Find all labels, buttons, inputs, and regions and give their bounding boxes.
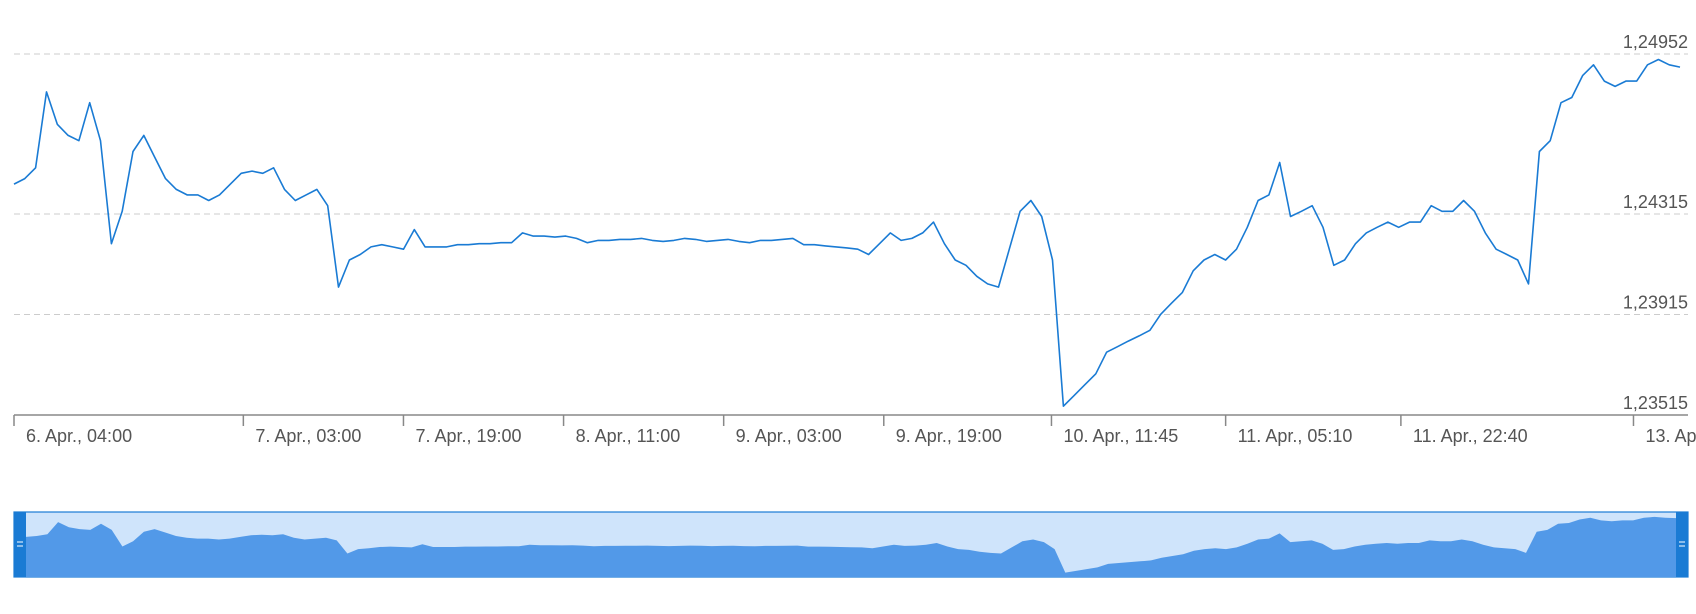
y-tick-label: 1,24952 (1623, 32, 1688, 52)
navigator-area (26, 516, 1676, 577)
x-tick-label: 7. Apr., 19:00 (415, 426, 521, 446)
price-line (13, 58, 1681, 407)
x-tick-label: 8. Apr., 11:00 (576, 426, 681, 446)
navigator-handle-left[interactable] (14, 512, 26, 577)
navigator-handle-right[interactable] (1676, 512, 1688, 577)
y-tick-label: 1,23915 (1623, 293, 1688, 313)
x-tick-label: 11. Apr., 22:40 (1413, 426, 1528, 446)
x-tick-label: 9. Apr., 19:00 (896, 426, 1002, 446)
x-tick-label: 10. Apr., 11:45 (1063, 426, 1178, 446)
x-tick-label: 6. Apr., 04:00 (26, 426, 132, 446)
y-tick-label: 1,23515 (1623, 393, 1688, 413)
x-tick-label: 7. Apr., 03:00 (255, 426, 361, 446)
x-tick-label: 11. Apr., 05:10 (1238, 426, 1353, 446)
y-tick-label: 1,24315 (1623, 192, 1688, 212)
x-tick-label: 13. Apr., 03:23 (1645, 426, 1696, 446)
x-tick-label: 9. Apr., 03:00 (736, 426, 842, 446)
